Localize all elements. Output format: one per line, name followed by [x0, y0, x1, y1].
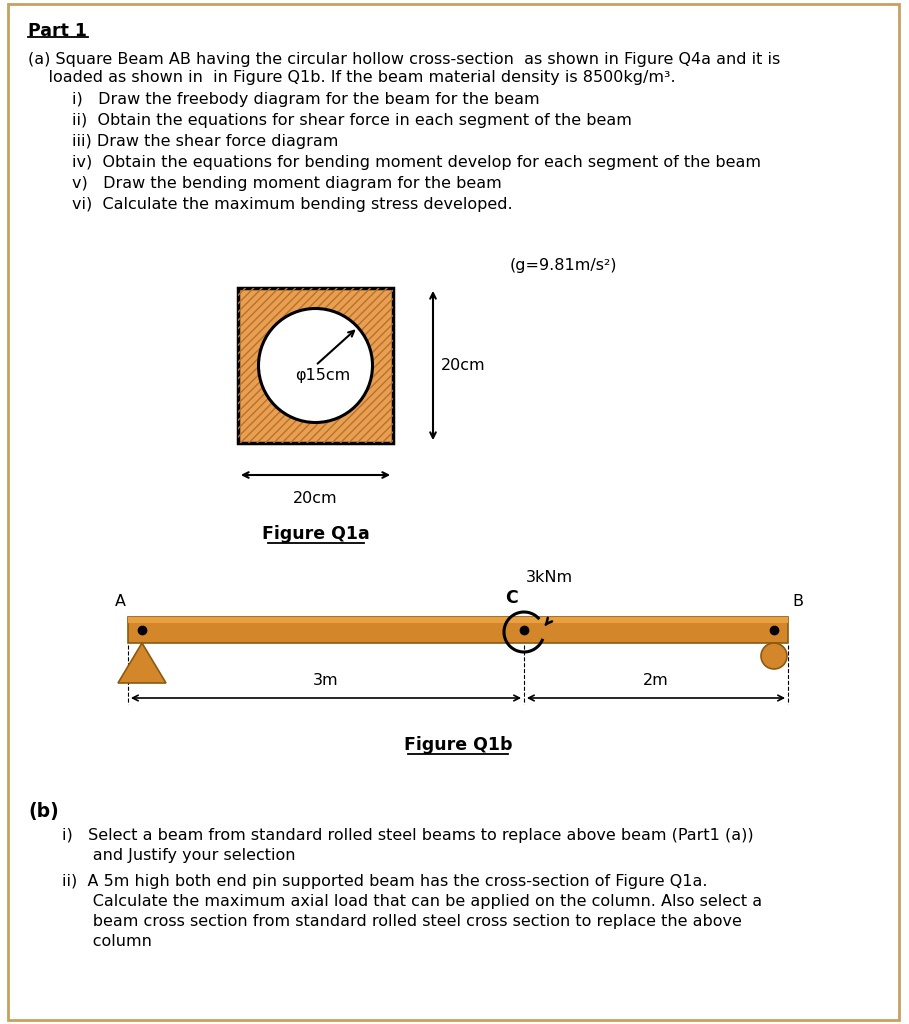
Text: iii) Draw the shear force diagram: iii) Draw the shear force diagram [72, 134, 338, 150]
Bar [238, 288, 393, 443]
Text: and Justify your selection: and Justify your selection [62, 848, 295, 863]
Text: 2m: 2m [644, 673, 669, 688]
Text: 3m: 3m [314, 673, 339, 688]
Text: 20cm: 20cm [441, 358, 485, 373]
Circle shape [761, 643, 787, 669]
Circle shape [258, 308, 373, 423]
Text: φ15cm: φ15cm [295, 368, 351, 383]
Text: loaded as shown in  in Figure Q1b. If the beam material density is 8500kg/m³.: loaded as shown in in Figure Q1b. If the… [28, 70, 675, 85]
Text: (a) Square Beam AB having the circular hollow cross-section  as shown in Figure : (a) Square Beam AB having the circular h… [28, 52, 780, 67]
Bar [238, 288, 393, 443]
Text: i)   Draw the freebody diagram for the beam for the beam: i) Draw the freebody diagram for the bea… [72, 92, 540, 106]
Text: column: column [62, 934, 152, 949]
Text: Calculate the maximum axial load that can be applied on the column. Also select : Calculate the maximum axial load that ca… [62, 894, 762, 909]
FancyBboxPatch shape [8, 4, 899, 1020]
Text: A: A [115, 594, 126, 609]
Text: iv)  Obtain the equations for bending moment develop for each segment of the bea: iv) Obtain the equations for bending mom… [72, 155, 761, 170]
Text: Figure Q1b: Figure Q1b [404, 736, 513, 754]
Text: ii)  A 5m high both end pin supported beam has the cross-section of Figure Q1a.: ii) A 5m high both end pin supported bea… [62, 874, 707, 889]
Text: Figure Q1a: Figure Q1a [262, 525, 369, 543]
Text: 3kNm: 3kNm [526, 570, 574, 585]
Text: i)   Select a beam from standard rolled steel beams to replace above beam (Part1: i) Select a beam from standard rolled st… [62, 828, 754, 843]
Text: 20cm: 20cm [294, 490, 338, 506]
Bar [128, 617, 788, 623]
Text: (b): (b) [28, 802, 59, 821]
Text: ii)  Obtain the equations for shear force in each segment of the beam: ii) Obtain the equations for shear force… [72, 113, 632, 128]
Bar [128, 617, 788, 643]
Text: Part 1: Part 1 [28, 22, 87, 40]
Text: vi)  Calculate the maximum bending stress developed.: vi) Calculate the maximum bending stress… [72, 197, 513, 212]
Text: beam cross section from standard rolled steel cross section to replace the above: beam cross section from standard rolled … [62, 914, 742, 929]
Text: v)   Draw the bending moment diagram for the beam: v) Draw the bending moment diagram for t… [72, 176, 502, 191]
Text: B: B [792, 594, 803, 609]
Text: (g=9.81m/s²): (g=9.81m/s²) [510, 258, 617, 273]
Text: C: C [505, 589, 518, 607]
Polygon shape [118, 643, 166, 683]
